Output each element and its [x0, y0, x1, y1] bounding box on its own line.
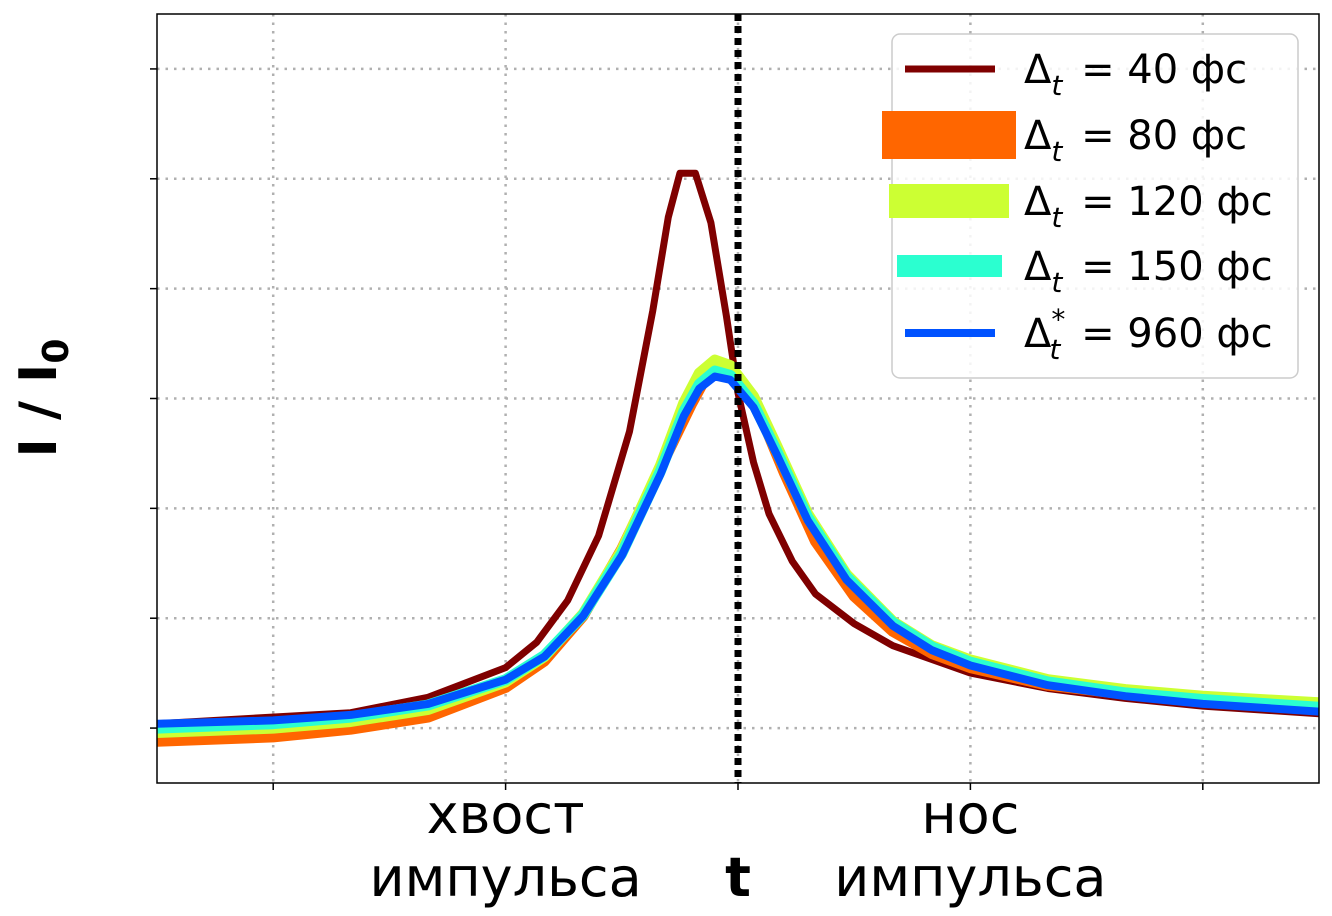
series-line-4 — [157, 372, 1319, 728]
legend-label-2: Δt = 120 фс — [1024, 179, 1273, 234]
x-tick-label-1-line1: нос — [921, 783, 1019, 846]
series-group — [157, 169, 1319, 747]
legend-label-3: Δt = 150 фс — [1024, 244, 1273, 299]
legend-label-0: Δt = 40 фс — [1024, 47, 1247, 102]
y-axis-label: I / I0 — [9, 339, 77, 458]
legend-label-4: Δ* t = 960 фс — [1024, 303, 1273, 366]
x-tick-label-0-line2: импульса — [369, 846, 641, 909]
x-axis-label: t — [725, 846, 751, 909]
legend: Δt = 40 фс Δt = 80 фс Δt = 120 фс Δt = 150 … — [882, 33, 1299, 379]
x-tick-label-0-line1: хвост — [427, 783, 585, 846]
legend-label-1: Δt = 80 фс — [1024, 113, 1247, 168]
series-line-1 — [157, 360, 1319, 747]
x-tick-label-1-line2: импульса — [834, 846, 1106, 909]
